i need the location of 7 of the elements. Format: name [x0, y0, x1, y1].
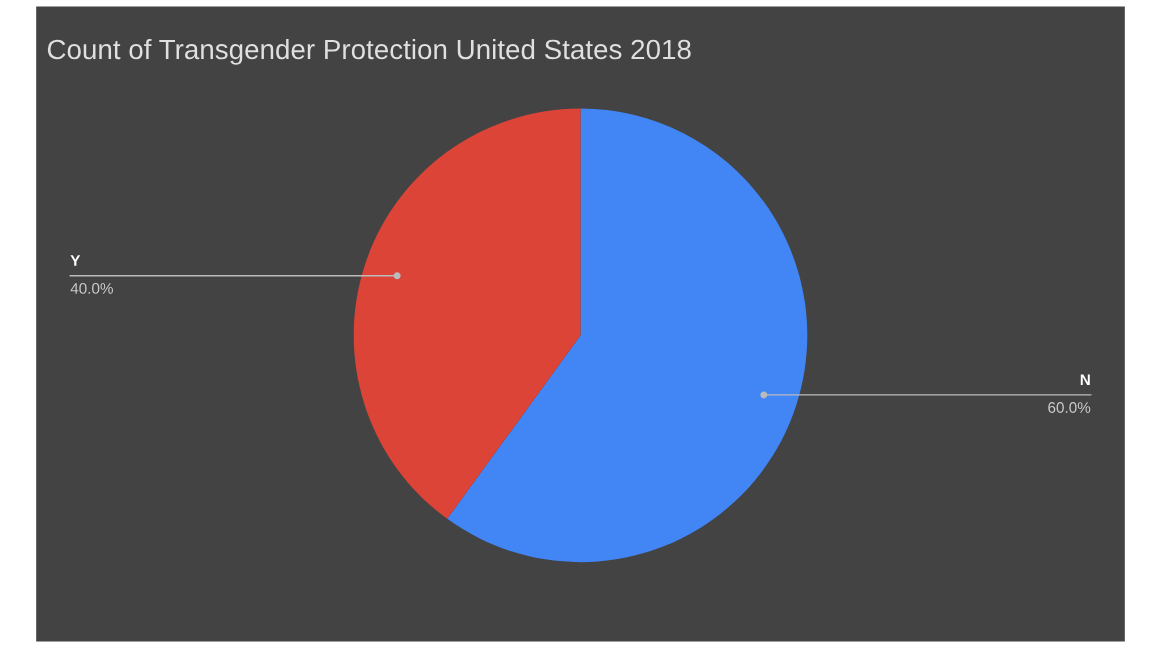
slice-label: N [1080, 374, 1090, 385]
data-label: 40.0% [70, 282, 113, 294]
chart-title: Count of Transgender Protection United States 2018 [47, 38, 691, 65]
data-label: 60.0% [1048, 402, 1091, 413]
pie-slice [353, 108, 581, 519]
slice-label: Y [70, 255, 81, 266]
pie-slice [447, 108, 808, 563]
